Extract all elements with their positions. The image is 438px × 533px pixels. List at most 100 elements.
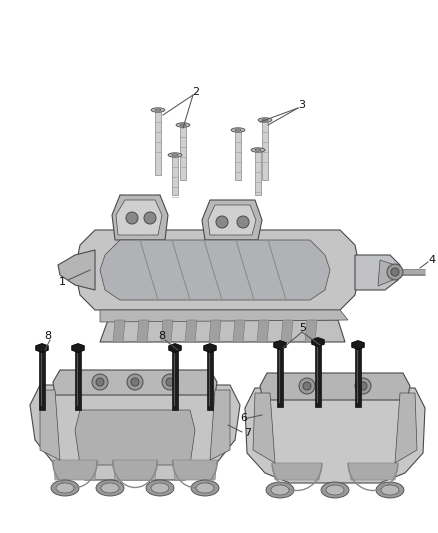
Polygon shape	[74, 348, 81, 410]
Polygon shape	[58, 250, 95, 290]
Text: 7: 7	[244, 428, 251, 438]
Polygon shape	[260, 373, 410, 400]
Circle shape	[92, 374, 108, 390]
Polygon shape	[39, 348, 46, 410]
Text: 5: 5	[300, 323, 307, 333]
Polygon shape	[172, 348, 178, 410]
Text: 1: 1	[59, 277, 66, 287]
Polygon shape	[185, 320, 197, 342]
Polygon shape	[173, 460, 217, 480]
Circle shape	[303, 382, 311, 390]
Ellipse shape	[235, 129, 241, 131]
Polygon shape	[272, 463, 322, 480]
Polygon shape	[53, 460, 97, 480]
Polygon shape	[233, 320, 245, 342]
Ellipse shape	[176, 123, 190, 127]
Ellipse shape	[321, 482, 349, 498]
Polygon shape	[36, 344, 48, 352]
Ellipse shape	[168, 153, 182, 157]
Ellipse shape	[101, 483, 119, 493]
Polygon shape	[100, 240, 330, 300]
Polygon shape	[262, 120, 268, 180]
Ellipse shape	[376, 482, 404, 498]
Ellipse shape	[196, 483, 214, 493]
Polygon shape	[113, 320, 125, 342]
Circle shape	[391, 268, 399, 276]
Polygon shape	[395, 393, 417, 463]
Polygon shape	[348, 463, 398, 480]
Text: 8: 8	[159, 331, 166, 341]
Polygon shape	[355, 345, 361, 407]
Polygon shape	[312, 337, 324, 346]
Circle shape	[299, 378, 315, 394]
Ellipse shape	[180, 124, 186, 126]
Circle shape	[355, 378, 371, 394]
Polygon shape	[253, 393, 275, 463]
Polygon shape	[352, 341, 364, 350]
Polygon shape	[173, 155, 177, 195]
Polygon shape	[161, 320, 173, 342]
Polygon shape	[155, 110, 160, 175]
Polygon shape	[40, 390, 60, 460]
Polygon shape	[209, 320, 221, 342]
Polygon shape	[116, 200, 162, 235]
Polygon shape	[112, 195, 168, 240]
Polygon shape	[274, 341, 286, 350]
Polygon shape	[137, 320, 149, 342]
Text: 8: 8	[44, 331, 52, 341]
Text: 6: 6	[240, 413, 247, 423]
Ellipse shape	[172, 154, 178, 156]
Polygon shape	[257, 320, 269, 342]
Polygon shape	[202, 200, 262, 240]
Text: 3: 3	[299, 100, 305, 110]
Polygon shape	[245, 388, 425, 483]
Polygon shape	[207, 348, 213, 410]
Polygon shape	[75, 230, 360, 310]
Ellipse shape	[262, 119, 268, 121]
Ellipse shape	[151, 108, 165, 112]
Polygon shape	[208, 205, 256, 235]
Polygon shape	[30, 385, 240, 480]
Ellipse shape	[51, 480, 79, 496]
Polygon shape	[210, 390, 230, 460]
Ellipse shape	[151, 483, 169, 493]
Circle shape	[387, 264, 403, 280]
Circle shape	[162, 374, 178, 390]
Text: 4: 4	[428, 255, 435, 265]
Circle shape	[127, 374, 143, 390]
Circle shape	[126, 212, 138, 224]
Circle shape	[131, 378, 139, 386]
Polygon shape	[53, 370, 217, 395]
Polygon shape	[281, 320, 293, 342]
Ellipse shape	[251, 148, 265, 152]
Polygon shape	[180, 125, 186, 180]
Circle shape	[166, 378, 174, 386]
Polygon shape	[378, 260, 395, 286]
Ellipse shape	[56, 483, 74, 493]
Polygon shape	[277, 345, 283, 407]
Circle shape	[96, 378, 104, 386]
Ellipse shape	[155, 109, 161, 111]
Polygon shape	[113, 460, 157, 480]
Text: 2: 2	[192, 87, 200, 97]
Ellipse shape	[266, 482, 294, 498]
Ellipse shape	[231, 128, 245, 132]
Polygon shape	[236, 130, 240, 180]
Ellipse shape	[381, 485, 399, 495]
Ellipse shape	[271, 485, 289, 495]
Polygon shape	[72, 344, 84, 352]
Polygon shape	[100, 310, 348, 322]
Circle shape	[359, 382, 367, 390]
Circle shape	[216, 216, 228, 228]
Circle shape	[144, 212, 156, 224]
Polygon shape	[355, 255, 400, 290]
Ellipse shape	[146, 480, 174, 496]
Ellipse shape	[326, 485, 344, 495]
Polygon shape	[204, 344, 216, 352]
Polygon shape	[314, 342, 321, 407]
Ellipse shape	[191, 480, 219, 496]
Polygon shape	[75, 410, 195, 465]
Circle shape	[237, 216, 249, 228]
Polygon shape	[255, 150, 261, 195]
Ellipse shape	[255, 149, 261, 151]
